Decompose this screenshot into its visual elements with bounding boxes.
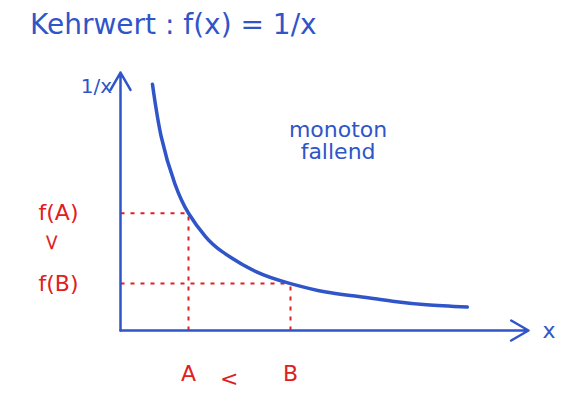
svg-text:<: < <box>220 366 238 391</box>
svg-text:x: x <box>543 318 556 343</box>
svg-text:1/x: 1/x <box>81 74 112 98</box>
svg-text:>: > <box>40 233 65 251</box>
html-text:Kehrwert : f(x) = 1/x: Kehrwert : f(x) = 1/x <box>30 8 317 41</box>
svg-text:monotonfallend: monotonfallend <box>289 117 387 164</box>
svg-text:A: A <box>181 361 196 386</box>
svg-text:f(B): f(B) <box>38 271 78 296</box>
svg-text:B: B <box>283 361 298 386</box>
svg-text:f(A): f(A) <box>39 200 79 225</box>
